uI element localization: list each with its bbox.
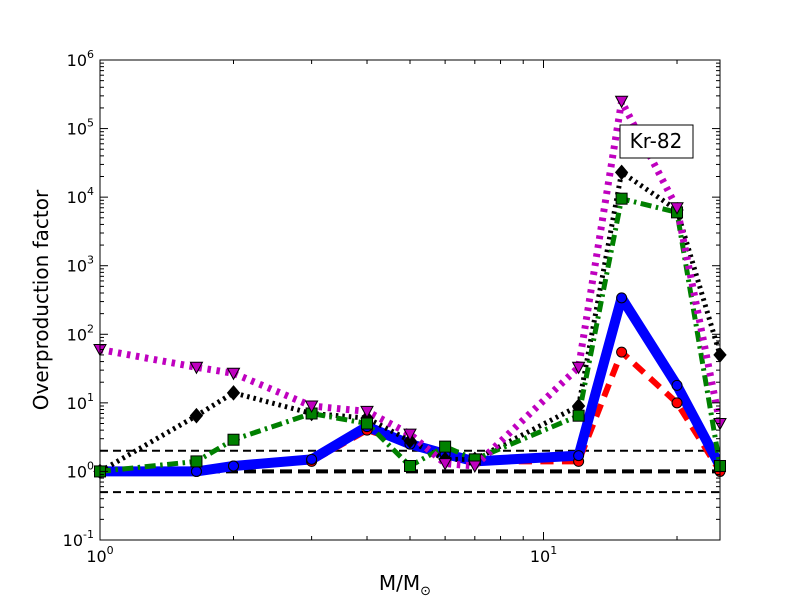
- data-point-square: [439, 440, 452, 453]
- data-point-circle: [573, 450, 585, 462]
- y-tick-label-base: 10: [67, 394, 87, 413]
- tick-layer: [99, 59, 720, 541]
- x-tick-label: 100: [86, 544, 113, 566]
- data-point-square: [572, 409, 585, 422]
- data-point-triangle-down: [467, 460, 482, 474]
- data-point-triangle-down: [304, 400, 319, 414]
- marker-layer: [93, 95, 727, 480]
- y-tick-label-base: 10: [67, 325, 87, 344]
- data-point-circle: [671, 397, 683, 409]
- data-point-triangle-down: [226, 367, 241, 381]
- data-point-circle: [228, 460, 240, 472]
- y-tick-label: 10-1: [63, 528, 94, 550]
- series-layer: [100, 97, 720, 477]
- data-point-triangle-down: [360, 405, 374, 419]
- x-axis-title: M/M⊙: [379, 571, 431, 599]
- data-point-diamond: [614, 164, 629, 181]
- y-tick-label-base: 10: [67, 120, 87, 139]
- x-axis-title-subscript: ⊙: [420, 584, 431, 599]
- series-line-4: [100, 97, 720, 470]
- x-tick-label-base: 10: [530, 547, 550, 566]
- x-tick-label-base: 10: [86, 547, 106, 566]
- y-tick-label-exponent: 6: [87, 48, 94, 61]
- data-point-square: [190, 455, 203, 468]
- y-tick-label: 106: [67, 48, 94, 70]
- data-point-square: [404, 459, 416, 472]
- y-tick-label-exponent: 5: [87, 117, 94, 130]
- data-point-triangle-down: [614, 95, 629, 109]
- x-tick-label-exponent: 0: [107, 544, 114, 557]
- y-tick-label-exponent: 3: [87, 254, 94, 267]
- y-tick-label-exponent: 2: [87, 322, 94, 335]
- y-tick-label: 102: [67, 322, 94, 344]
- y-tick-label: 105: [67, 117, 94, 139]
- y-tick-label: 103: [67, 254, 94, 276]
- y-tick-label-base: 10: [63, 531, 83, 550]
- data-point-circle: [616, 292, 628, 304]
- data-point-triangle-down: [189, 361, 204, 375]
- y-tick-label-exponent: 0: [87, 459, 94, 472]
- x-tick-label-exponent: 1: [550, 544, 557, 557]
- y-tick-label-exponent: -1: [83, 528, 94, 541]
- y-tick-label: 100: [67, 459, 94, 481]
- annotation-box: Kr-82: [619, 124, 694, 159]
- x-axis-title-main: M/M: [379, 571, 420, 595]
- data-point-square: [361, 417, 374, 430]
- y-tick-label-base: 10: [67, 257, 87, 276]
- annotation-label: Kr-82: [630, 129, 683, 153]
- data-point-triangle-down: [571, 361, 586, 375]
- data-point-square: [227, 433, 240, 446]
- annotation-frame: [619, 124, 694, 159]
- y-tick-label: 101: [67, 391, 94, 413]
- y-tick-label-base: 10: [67, 51, 87, 70]
- data-point-circle: [306, 453, 318, 465]
- data-point-circle: [671, 379, 683, 391]
- y-tick-label-base: 10: [67, 462, 87, 481]
- data-point-triangle-down: [403, 428, 417, 442]
- data-point-circle: [190, 465, 202, 477]
- y-tick-label: 104: [67, 185, 94, 207]
- data-point-triangle-down: [670, 202, 684, 215]
- y-tick-label-exponent: 1: [87, 391, 94, 404]
- y-tick-label-exponent: 4: [87, 185, 94, 198]
- y-axis-title: Overproduction factor: [29, 189, 53, 410]
- y-tick-label-base: 10: [67, 188, 87, 207]
- data-point-diamond: [226, 385, 241, 401]
- data-point-square: [615, 192, 628, 205]
- data-point-triangle-down: [438, 458, 452, 471]
- data-point-circle: [616, 346, 628, 358]
- data-point-diamond: [189, 407, 204, 424]
- x-tick-label: 101: [530, 544, 557, 566]
